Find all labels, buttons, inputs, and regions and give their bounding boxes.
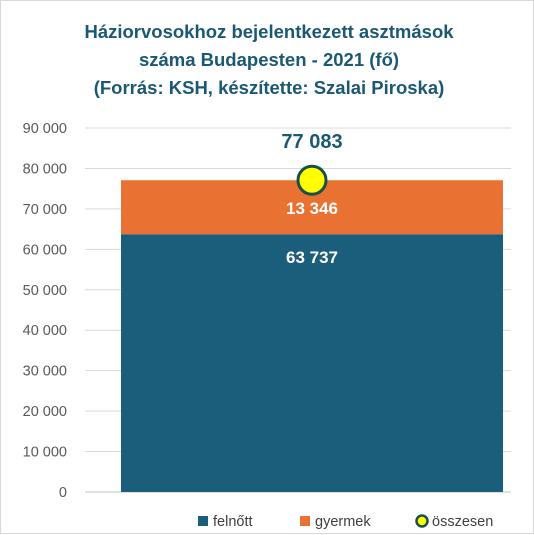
legend-label-felnott: felnőtt <box>213 514 253 530</box>
y-tick-label: 0 <box>59 485 67 501</box>
y-tick-label: 80 000 <box>23 161 67 177</box>
legend-swatch-felnott <box>198 516 208 526</box>
data-labels: 63 737 13 346 <box>286 199 338 267</box>
y-tick-label: 70 000 <box>23 202 67 218</box>
chart-title: Háziorvosokhoz bejelentkezett asztmások … <box>84 21 454 98</box>
bars <box>121 180 503 492</box>
legend: felnőtt gyermek összesen <box>198 514 493 530</box>
total-marker <box>296 164 328 196</box>
y-tick-label: 30 000 <box>23 364 67 380</box>
y-tick-label: 50 000 <box>23 283 67 299</box>
y-tick-label: 60 000 <box>23 242 67 258</box>
y-tick-label: 40 000 <box>23 323 67 339</box>
legend-swatch-gyermek <box>300 516 310 526</box>
y-axis-tick-labels: 0 10 000 20 000 30 000 40 000 50 000 60 000 70 … <box>23 121 67 501</box>
bar-segment-felnott <box>121 234 503 492</box>
chart-title-line-1: Háziorvosokhoz bejelentkezett asztmások <box>84 21 454 42</box>
y-tick-label: 10 000 <box>23 445 67 461</box>
total-series: 77 083 <box>281 131 343 196</box>
legend-label-gyermek: gyermek <box>315 514 371 530</box>
total-data-label: 77 083 <box>281 131 342 153</box>
y-tick-label: 90 000 <box>23 121 67 137</box>
data-label: 63 737 <box>286 248 338 267</box>
data-label: 13 346 <box>286 199 338 218</box>
chart-title-line-3: (Forrás: KSH, készítette: Szalai Piroska… <box>94 77 445 98</box>
chart-title-line-2: száma Budapesten - 2021 (fő) <box>139 49 399 70</box>
y-tick-label: 20 000 <box>23 404 67 420</box>
legend-marker-osszesen <box>415 514 429 528</box>
legend-label-osszesen: összesen <box>432 514 493 530</box>
